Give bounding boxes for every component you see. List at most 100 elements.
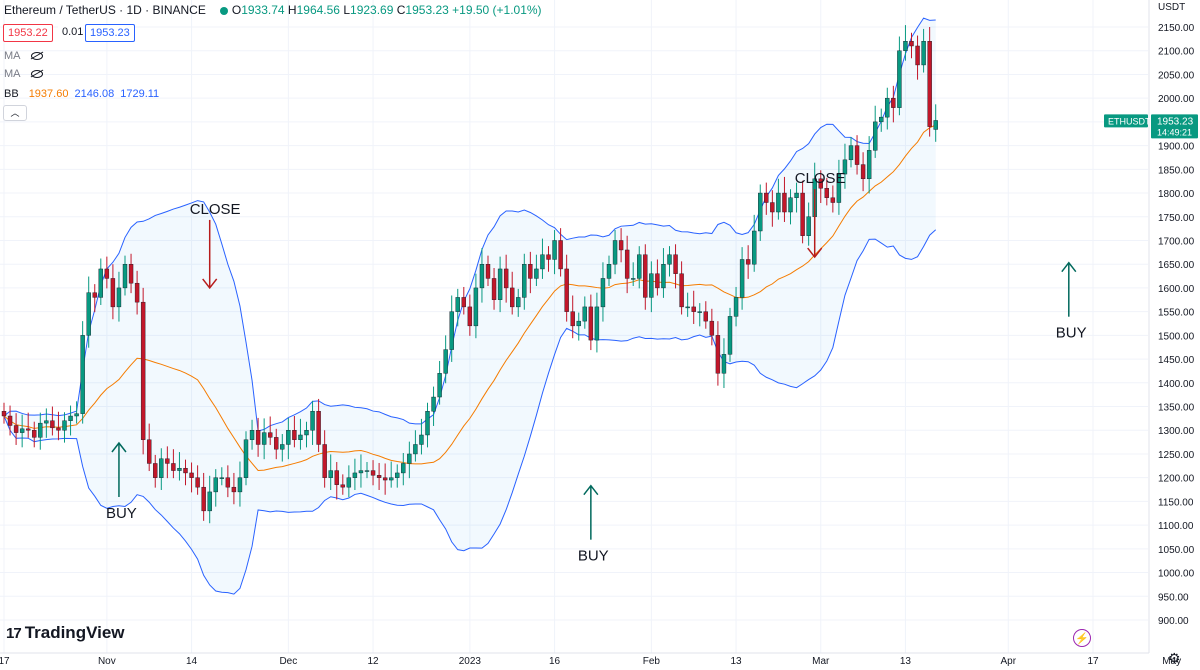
candle-body[interactable] (249, 430, 255, 440)
candle-body[interactable] (431, 396, 436, 412)
candle-body[interactable] (558, 240, 563, 270)
candle-body[interactable] (727, 316, 733, 355)
candle-body[interactable] (612, 240, 618, 265)
candle-body[interactable] (522, 264, 527, 298)
gear-icon[interactable]: ⚙ (1168, 650, 1181, 666)
candle-body[interactable] (770, 202, 775, 213)
candle-body[interactable] (552, 240, 557, 260)
candle-body[interactable] (382, 477, 388, 481)
candle-body[interactable] (546, 254, 551, 260)
candle-body[interactable] (794, 192, 799, 198)
candle-body[interactable] (788, 197, 793, 213)
candle-body[interactable] (19, 428, 25, 433)
candle-body[interactable] (921, 41, 926, 66)
candle-body[interactable] (594, 306, 600, 341)
candle-body[interactable] (697, 311, 702, 313)
candle-body[interactable] (866, 150, 872, 180)
candle-body[interactable] (50, 420, 55, 429)
candle-body[interactable] (800, 192, 805, 236)
candle-body[interactable] (455, 297, 460, 312)
candle-body[interactable] (661, 264, 666, 289)
candle-body[interactable] (685, 306, 690, 309)
candle-body[interactable] (316, 411, 321, 445)
candle-body[interactable] (32, 430, 37, 438)
candle-body[interactable] (570, 311, 575, 327)
ma-indicator-1[interactable]: MA (4, 50, 43, 62)
candle-body[interactable] (189, 472, 194, 478)
candle-body[interactable] (1, 411, 7, 417)
candle-body[interactable] (395, 472, 400, 478)
candle-body[interactable] (370, 470, 376, 476)
candle-body[interactable] (739, 259, 745, 298)
candle-body[interactable] (806, 216, 811, 236)
candle-body[interactable] (703, 311, 708, 322)
candle-body[interactable] (897, 50, 902, 108)
candle-body[interactable] (26, 428, 31, 431)
candle-body[interactable] (128, 264, 134, 284)
candle-body[interactable] (116, 287, 122, 308)
candle-body[interactable] (443, 349, 448, 374)
candle-body[interactable] (516, 297, 521, 308)
candle-body[interactable] (68, 415, 73, 421)
candle-body[interactable] (389, 477, 394, 481)
candle-body[interactable] (225, 477, 231, 488)
candle-body[interactable] (364, 470, 370, 472)
candle-body[interactable] (38, 422, 43, 438)
candle-body[interactable] (673, 254, 678, 274)
candle-body[interactable] (473, 287, 479, 327)
candle-body[interactable] (848, 145, 854, 161)
candle-body[interactable] (153, 463, 158, 478)
flash-icon[interactable]: ⚡ (1073, 629, 1091, 647)
candle-body[interactable] (873, 121, 878, 151)
candle-body[interactable] (86, 292, 91, 336)
candle-body[interactable] (122, 264, 128, 289)
candle-body[interactable] (600, 278, 606, 308)
buy-price-button[interactable]: 1953.23 (85, 24, 135, 42)
candle-body[interactable] (534, 268, 539, 279)
candle-body[interactable] (407, 453, 412, 464)
candle-body[interactable] (758, 192, 763, 232)
candle-body[interactable] (745, 259, 751, 265)
chevron-up-icon[interactable]: ︿ (3, 105, 27, 121)
candle-body[interactable] (358, 470, 364, 474)
candle-body[interactable] (885, 97, 890, 118)
candle-body[interactable] (479, 264, 485, 289)
candle-body[interactable] (110, 278, 116, 308)
candle-body[interactable] (679, 273, 684, 308)
candle-body[interactable] (171, 463, 176, 471)
candle-body[interactable] (44, 420, 49, 424)
eye-hidden-icon[interactable] (30, 70, 43, 79)
candle-body[interactable] (419, 434, 424, 445)
candle-body[interactable] (891, 97, 896, 108)
candle-body[interactable] (268, 432, 273, 438)
candle-body[interactable] (322, 444, 327, 478)
candle-body[interactable] (733, 297, 739, 317)
candle-body[interactable] (177, 467, 182, 471)
candle-body[interactable] (618, 240, 624, 251)
candle-body[interactable] (715, 335, 721, 374)
candle-body[interactable] (449, 311, 454, 350)
candle-body[interactable] (13, 425, 19, 433)
candle-body[interactable] (231, 486, 237, 493)
candle-body[interactable] (340, 484, 345, 488)
candle-body[interactable] (637, 254, 642, 279)
candle-body[interactable] (510, 287, 515, 308)
candle-body[interactable] (352, 472, 358, 478)
candle-body[interactable] (764, 192, 769, 203)
candle-body[interactable] (304, 430, 309, 436)
candle-body[interactable] (655, 273, 660, 289)
candle-body[interactable] (691, 306, 696, 312)
candle-body[interactable] (437, 373, 442, 398)
candle-body[interactable] (346, 477, 352, 488)
candle-body[interactable] (752, 230, 757, 265)
candle-body[interactable] (497, 268, 503, 300)
candle-body[interactable] (818, 178, 823, 189)
candle-body[interactable] (485, 264, 491, 279)
candle-body[interactable] (140, 301, 146, 440)
candle-body[interactable] (201, 486, 206, 512)
sell-price-button[interactable]: 1953.22 (3, 24, 53, 42)
candle-body[interactable] (183, 467, 188, 474)
candle-body[interactable] (667, 254, 672, 265)
candle-body[interactable] (933, 120, 938, 130)
